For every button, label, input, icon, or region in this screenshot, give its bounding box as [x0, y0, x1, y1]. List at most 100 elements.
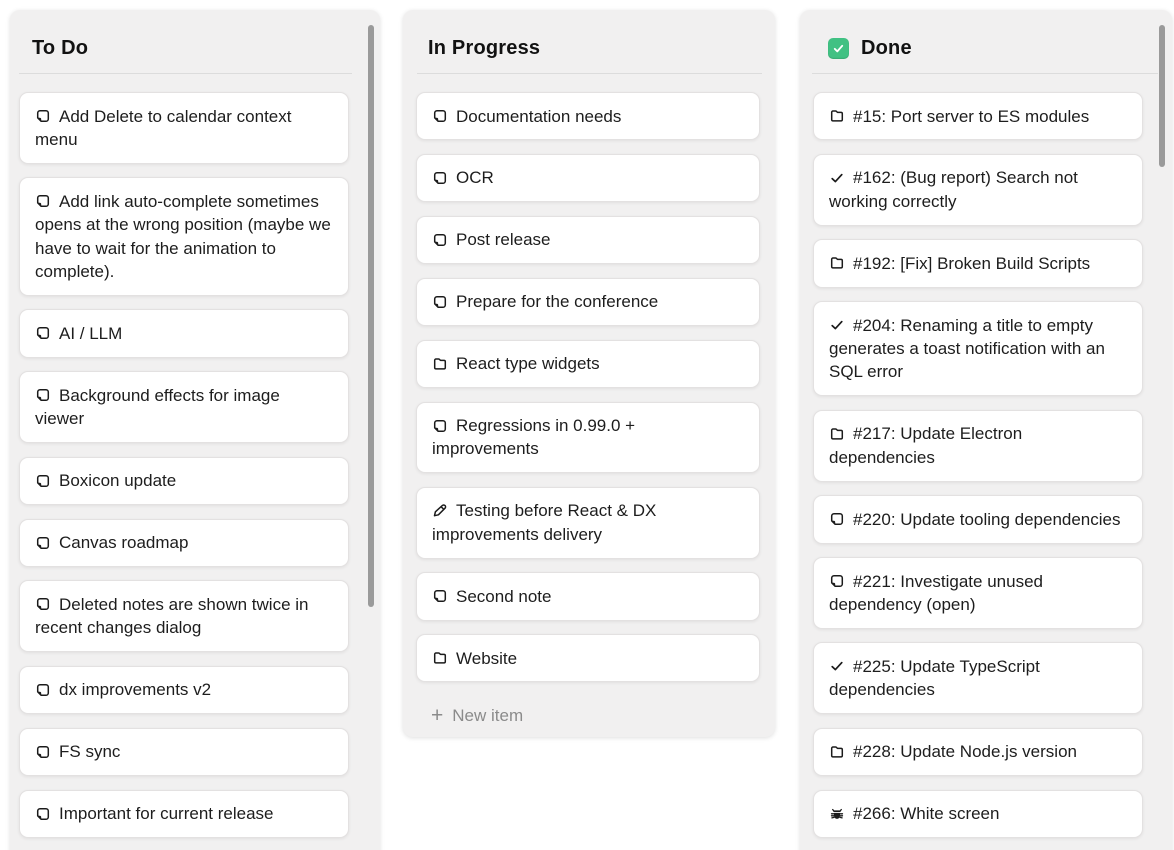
- card[interactable]: Deleted notes are shown twice in recent …: [19, 580, 349, 653]
- note-icon: [35, 108, 51, 124]
- card-title: Website: [456, 648, 518, 668]
- card-title: Canvas roadmap: [59, 533, 189, 553]
- card-title: #266: White screen: [853, 804, 1000, 824]
- card[interactable]: Website: [416, 634, 760, 683]
- card-title: #15: Port server to ES modules: [853, 106, 1090, 126]
- card-title: #220: Update tooling dependencies: [853, 509, 1121, 529]
- column-to-do: To Do Add Delete to calendar context menu…: [10, 10, 380, 850]
- card[interactable]: Regressions in 0.99.0 + improvements: [416, 401, 760, 474]
- card-title: #228: Update Node.js version: [853, 742, 1077, 762]
- card-title: Deleted notes are shown twice in recent …: [35, 594, 309, 638]
- card-title: #204: Renaming a title to empty generate…: [829, 315, 1105, 382]
- card-title: React type widgets: [456, 354, 600, 374]
- column-title: In Progress: [428, 37, 541, 59]
- note-icon: [829, 573, 845, 589]
- card-text: AI / LLM: [35, 322, 333, 345]
- note-icon: [35, 193, 51, 209]
- card-text: Canvas roadmap: [35, 531, 333, 554]
- card[interactable]: #228: Update Node.js version: [813, 727, 1143, 777]
- card-text: #217: Update Electron dependencies: [829, 422, 1127, 469]
- column-header: To Do: [10, 10, 380, 73]
- card-text: #192: [Fix] Broken Build Scripts: [829, 252, 1127, 275]
- card[interactable]: #221: Investigate unused dependency (ope…: [813, 557, 1143, 629]
- scrollbar-thumb[interactable]: [1159, 25, 1165, 167]
- header-divider: [812, 73, 1158, 74]
- card-title: Prepare for the conference: [456, 292, 659, 312]
- card-title: OCR: [456, 168, 494, 188]
- note-icon: [35, 744, 51, 760]
- card[interactable]: FS sync: [19, 727, 349, 777]
- card[interactable]: Prepare for the conference: [416, 277, 760, 327]
- check-icon: [829, 658, 845, 674]
- card[interactable]: Background effects for image viewer: [19, 371, 349, 444]
- card[interactable]: #220: Update tooling dependencies: [813, 495, 1143, 544]
- card[interactable]: Documentation needs: [416, 92, 760, 141]
- card[interactable]: #225: Update TypeScript dependencies: [813, 642, 1143, 715]
- note-icon: [432, 294, 448, 310]
- card-text: Testing before React & DX improvements d…: [432, 499, 744, 546]
- card-text: React type widgets: [432, 352, 744, 375]
- card[interactable]: Important for current release: [19, 789, 349, 838]
- card-text: #266: White screen: [829, 802, 1127, 825]
- card-title: Documentation needs: [456, 106, 622, 126]
- check-icon: [829, 317, 845, 333]
- card-text: Deleted notes are shown twice in recent …: [35, 593, 333, 640]
- note-icon: [35, 596, 51, 612]
- card-title: #225: Update TypeScript dependencies: [829, 656, 1040, 700]
- card[interactable]: Canvas roadmap: [19, 518, 349, 567]
- card[interactable]: Post release: [416, 215, 760, 265]
- note-icon: [35, 682, 51, 698]
- column-title: Done: [861, 37, 912, 59]
- card[interactable]: Add Delete to calendar context menu: [19, 92, 349, 164]
- card[interactable]: dx improvements v2: [19, 665, 349, 715]
- new-item-label: New item: [452, 705, 524, 725]
- card-text: #162: (Bug report) Search not working co…: [829, 166, 1127, 213]
- card-title: Background effects for image viewer: [35, 385, 280, 429]
- note-icon: [432, 170, 448, 186]
- note-icon: [35, 325, 51, 341]
- card-list: Add Delete to calendar context menu Add l…: [10, 74, 380, 850]
- note-icon: [432, 108, 448, 124]
- note-icon: [432, 588, 448, 604]
- folder-icon: [432, 650, 448, 666]
- note-icon: [829, 511, 845, 527]
- card-list: #15: Port server to ES modules #162: (Bug…: [800, 74, 1172, 850]
- card-title: AI / LLM: [59, 323, 123, 343]
- card[interactable]: #266: White screen: [813, 789, 1143, 838]
- card-text: #221: Investigate unused dependency (ope…: [829, 570, 1127, 617]
- card-text: #225: Update TypeScript dependencies: [829, 655, 1127, 702]
- note-icon: [432, 418, 448, 434]
- card-text: #220: Update tooling dependencies: [829, 508, 1127, 531]
- card[interactable]: #15: Port server to ES modules: [813, 92, 1143, 141]
- card-text: Add Delete to calendar context menu: [35, 105, 333, 152]
- card[interactable]: #192: [Fix] Broken Build Scripts: [813, 239, 1143, 288]
- card[interactable]: Testing before React & DX improvements d…: [416, 486, 760, 559]
- card[interactable]: React type widgets: [416, 339, 760, 389]
- scrollbar-thumb[interactable]: [368, 25, 374, 607]
- card[interactable]: #204: Renaming a title to empty generate…: [813, 301, 1143, 397]
- note-icon: [35, 387, 51, 403]
- card-text: OCR: [432, 166, 744, 189]
- card[interactable]: OCR: [416, 153, 760, 203]
- card-title: Regressions in 0.99.0 + improvements: [432, 416, 636, 459]
- check-square-icon: [828, 37, 849, 59]
- card-text: Important for current release: [35, 802, 333, 825]
- card-text: #204: Renaming a title to empty generate…: [829, 314, 1127, 384]
- pencil-icon: [432, 503, 448, 519]
- card[interactable]: #217: Update Electron dependencies: [813, 409, 1143, 482]
- card[interactable]: #162: (Bug report) Search not working co…: [813, 153, 1143, 226]
- card-text: Documentation needs: [432, 105, 744, 128]
- card-text: Background effects for image viewer: [35, 384, 333, 431]
- card-list: Documentation needs OCR Post release Prepar…: [403, 74, 775, 698]
- folder-icon: [432, 356, 448, 372]
- card-text: Regressions in 0.99.0 + improvements: [432, 414, 744, 461]
- card-title: #217: Update Electron dependencies: [829, 424, 1023, 467]
- new-item-button[interactable]: + New item: [403, 698, 775, 737]
- card-text: FS sync: [35, 740, 333, 763]
- card-title: FS sync: [59, 742, 121, 762]
- card[interactable]: Second note: [416, 572, 760, 621]
- card[interactable]: Add link auto-complete sometimes opens a…: [19, 177, 349, 296]
- card[interactable]: AI / LLM: [19, 309, 349, 358]
- card[interactable]: Boxicon update: [19, 456, 349, 506]
